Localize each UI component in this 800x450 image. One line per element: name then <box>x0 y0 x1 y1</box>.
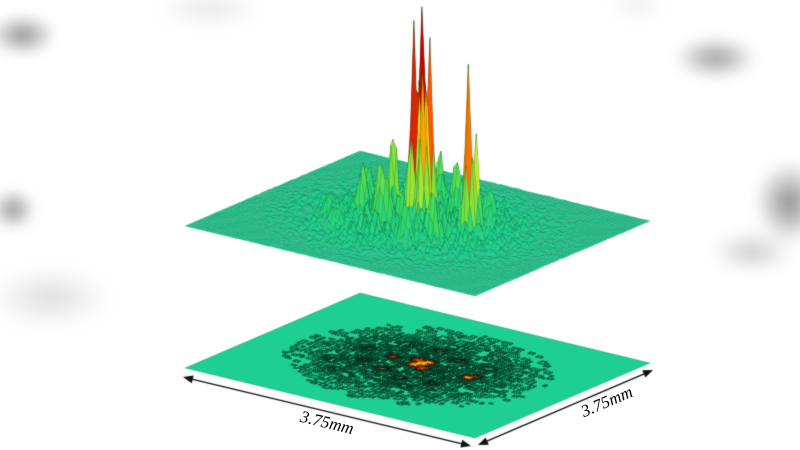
figure-stage: 3.75mm 3.75mm <box>0 0 800 450</box>
surface-and-contour-plot-canvas <box>0 0 800 450</box>
